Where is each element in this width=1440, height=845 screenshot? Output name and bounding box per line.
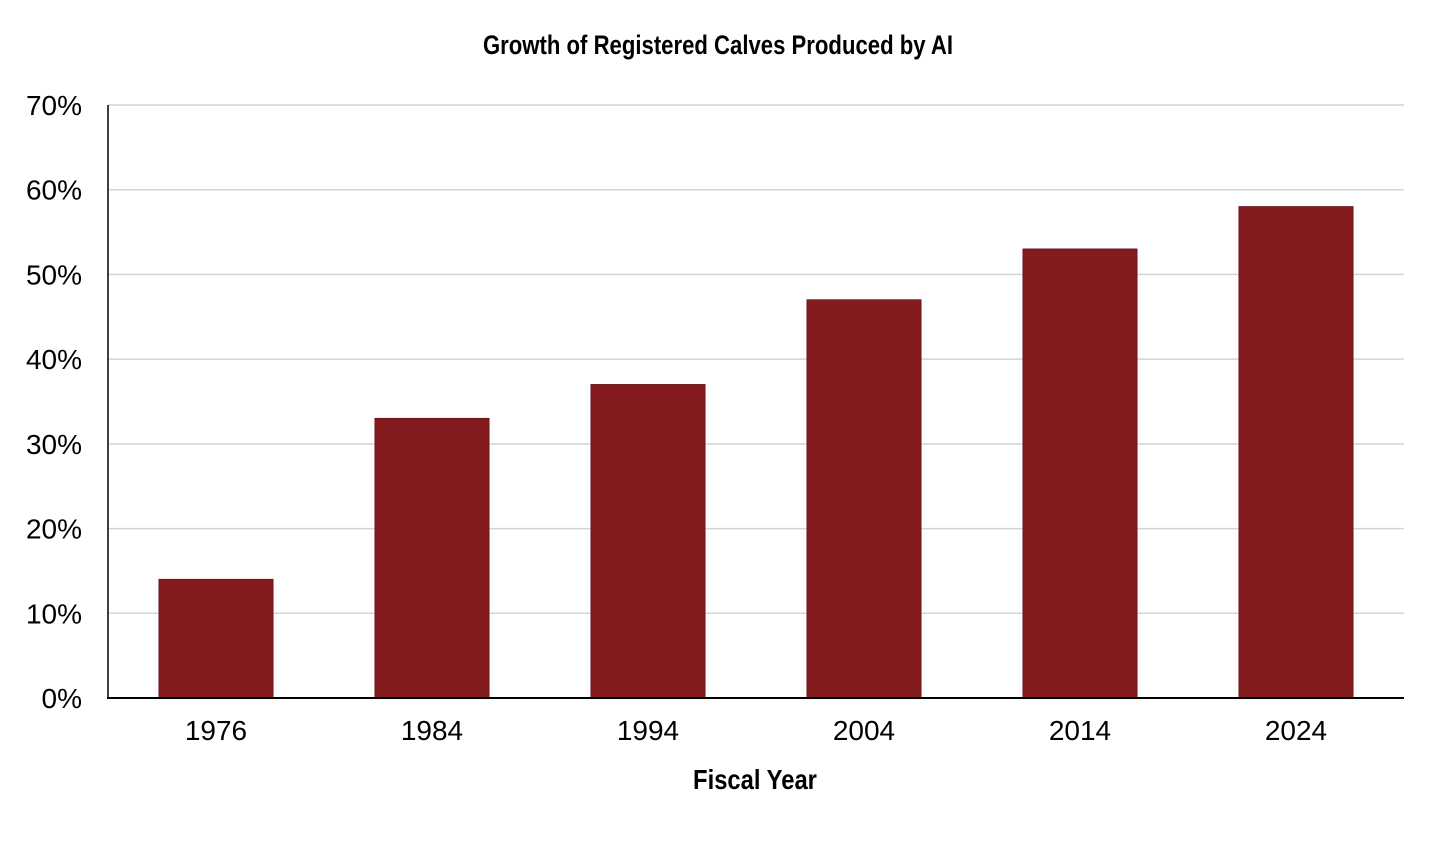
bar-1976 bbox=[158, 578, 274, 699]
x-tick-label: 1994 bbox=[617, 715, 679, 746]
bar-2004 bbox=[806, 299, 922, 699]
chart-title: Growth of Registered Calves Produced by … bbox=[483, 31, 953, 61]
x-tick-label: 2004 bbox=[833, 715, 895, 746]
y-tick-label: 60% bbox=[26, 175, 82, 206]
y-tick-label: 20% bbox=[26, 514, 82, 545]
x-tick-label: 1976 bbox=[185, 715, 247, 746]
y-tick-label: 40% bbox=[26, 344, 82, 375]
y-tick-label: 0% bbox=[42, 683, 82, 714]
bar-1994 bbox=[590, 384, 706, 699]
x-axis-ticks: 1976 1984 1994 2004 2014 2024 bbox=[185, 715, 1327, 746]
bars bbox=[158, 206, 1354, 699]
y-tick-label: 30% bbox=[26, 429, 82, 460]
bar-2024 bbox=[1238, 206, 1354, 699]
y-tick-label: 70% bbox=[26, 90, 82, 121]
gridlines bbox=[108, 104, 1404, 615]
bar-1984 bbox=[374, 417, 490, 699]
x-tick-label: 2024 bbox=[1265, 715, 1327, 746]
x-tick-label: 1984 bbox=[401, 715, 463, 746]
bar-2014 bbox=[1022, 248, 1138, 699]
y-axis-ticks: 0% 10% 20% 30% 40% 50% 60% 70% bbox=[26, 90, 82, 714]
x-axis-label: Fiscal Year bbox=[693, 763, 817, 795]
y-tick-label: 10% bbox=[26, 598, 82, 629]
x-tick-label: 2014 bbox=[1049, 715, 1111, 746]
y-tick-label: 50% bbox=[26, 259, 82, 290]
